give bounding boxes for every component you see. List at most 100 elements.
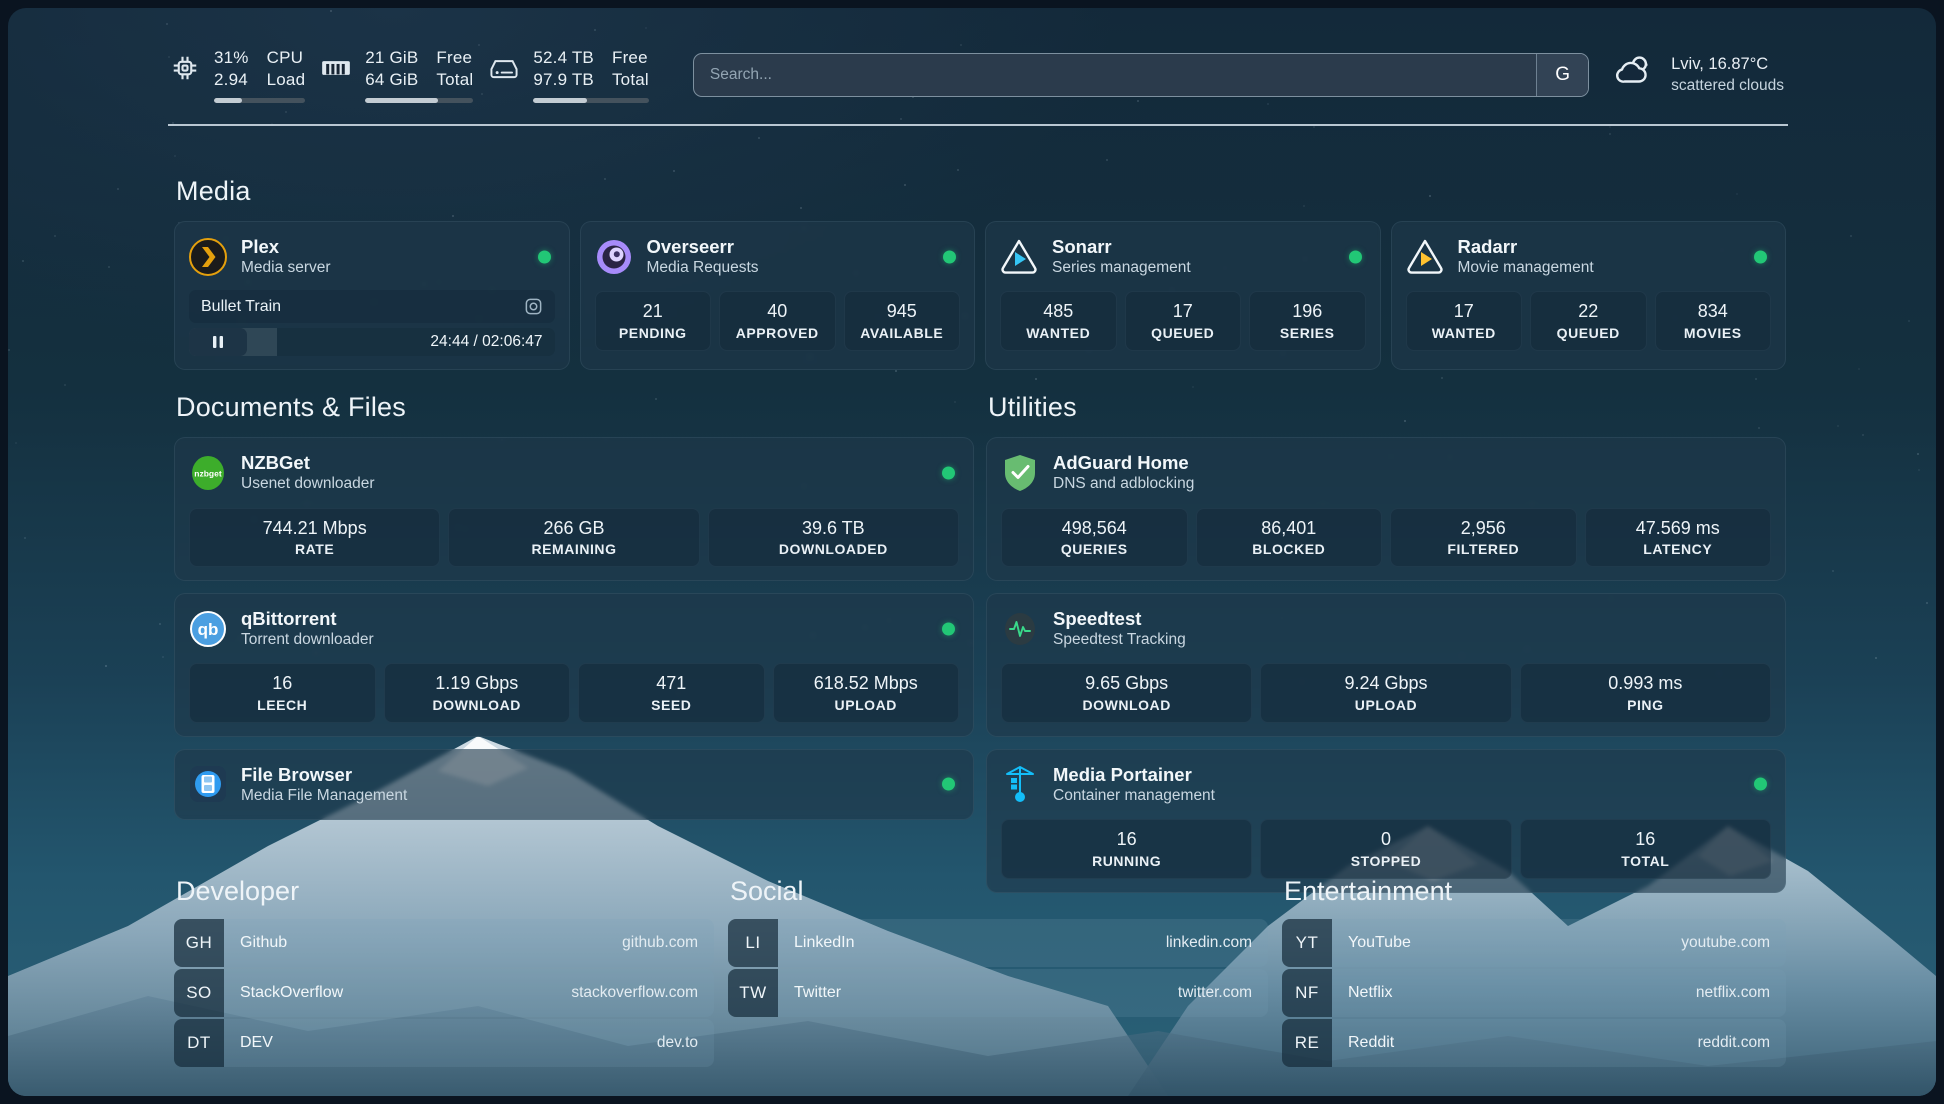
- service-card-qbittorrent[interactable]: qb qBittorrent Torrent downloader: [174, 593, 974, 737]
- stat-item: 16 RUNNING: [1001, 819, 1253, 879]
- bookmark-abbr: RE: [1282, 1019, 1332, 1067]
- stat-value: 1.19 Gbps: [435, 673, 519, 694]
- bookmark-name: Github: [240, 934, 288, 951]
- stat-value: 39.6 TB: [801, 517, 865, 538]
- card-header: nzbget NZBGet Usenet downloader: [189, 451, 959, 494]
- bookmark-item-dev[interactable]: DT DEV dev.to: [174, 1019, 714, 1067]
- stat-label: AVAILABLE: [860, 324, 944, 341]
- disk-total-value: 97.9 TB: [533, 70, 594, 89]
- stat-label: LEECH: [257, 696, 308, 713]
- pause-button[interactable]: [189, 328, 247, 357]
- bookmark-group-developer: Developer GH Github github.com SO StackO…: [174, 876, 714, 1069]
- bookmark-url: twitter.com: [1177, 984, 1252, 1001]
- stat-value: 498,564: [1061, 517, 1127, 538]
- stat-value: 0: [1380, 829, 1391, 850]
- bookmark-url: reddit.com: [1697, 1034, 1770, 1051]
- bookmark-abbr: NF: [1282, 969, 1332, 1017]
- stats-row: 17 WANTED 22 QUEUED 834 MOVIES: [1405, 291, 1771, 351]
- card-header: Sonarr Series management: [1000, 235, 1366, 278]
- memory-free-value: 21 GiB: [365, 48, 419, 68]
- service-name: NZBGet: [241, 452, 310, 474]
- search-bar[interactable]: G: [692, 53, 1590, 97]
- section-title-documents: Documents & Files: [176, 392, 406, 423]
- cast-icon[interactable]: [524, 297, 543, 316]
- disk-label-bottom: Total: [611, 70, 649, 89]
- stat-label: LATENCY: [1643, 541, 1713, 558]
- bookmark-abbr: GH: [174, 919, 224, 967]
- service-card-nzbget[interactable]: nzbget NZBGet Usenet downloader: [174, 437, 974, 582]
- cpu-load-value: 2.94: [214, 70, 248, 89]
- bookmark-item-linkedin[interactable]: LI LinkedIn linkedin.com: [728, 919, 1268, 967]
- bookmark-name: Reddit: [1348, 1034, 1395, 1051]
- service-name: qBittorrent: [241, 608, 337, 630]
- service-description: Media Requests: [646, 259, 759, 277]
- bookmark-item-reddit[interactable]: RE Reddit reddit.com: [1282, 1019, 1786, 1067]
- service-card-file-browser[interactable]: File Browser Media File Management: [174, 748, 974, 821]
- section-title-utilities: Utilities: [988, 392, 1077, 423]
- bookmark-abbr: YT: [1282, 919, 1332, 967]
- stats-row: 498,564 QUERIES 86,401 BLOCKED 2,956 FILTER…: [1001, 507, 1771, 568]
- stat-label: RUNNING: [1092, 852, 1162, 869]
- bookmark-item-twitter[interactable]: TW Twitter twitter.com: [728, 969, 1268, 1017]
- bookmark-item-stackoverflow[interactable]: SO StackOverflow stackoverflow.com: [174, 969, 714, 1017]
- service-card-media-portainer[interactable]: Media Portainer Container management 16 R…: [986, 748, 1786, 893]
- stat-value: 485: [1043, 301, 1074, 322]
- media-services-row: Plex Media server Bullet Train: [174, 221, 1786, 371]
- resource-widget-memory: 21 GiB 64 GiB Free Total: [319, 47, 487, 103]
- dashboard-screen: 31% 2.94 CPU Load: [8, 8, 1936, 1096]
- bookmark-item-netflix[interactable]: NF Netflix netflix.com: [1282, 969, 1786, 1017]
- service-name: File Browser: [241, 763, 353, 785]
- now-playing-title: Bullet Train: [201, 297, 282, 315]
- stat-item: 22 QUEUED: [1530, 291, 1647, 351]
- weather-widget[interactable]: Lviv, 16.87°C scattered clouds: [1611, 52, 1788, 98]
- memory-total-value: 64 GiB: [365, 70, 419, 89]
- disk-free-value: 52.4 TB: [533, 48, 594, 68]
- stats-row: 9.65 Gbps DOWNLOAD 9.24 Gbps UPLOAD 0.993 …: [1001, 663, 1771, 723]
- search-input[interactable]: [693, 54, 1537, 96]
- bookmark-group-title: Social: [730, 876, 804, 906]
- bookmark-group-entertainment: Entertainment YT YouTube youtube.com NF …: [1282, 876, 1786, 1069]
- bookmark-name: DEV: [240, 1034, 273, 1051]
- stat-value: 744.21 Mbps: [262, 517, 367, 538]
- stat-item: 21 PENDING: [594, 291, 711, 351]
- stat-item: 47.569 ms LATENCY: [1584, 507, 1771, 568]
- stat-label: RATE: [295, 541, 335, 558]
- stat-value: 16: [272, 673, 293, 694]
- nzbget-icon: nzbget: [189, 454, 227, 492]
- service-card-adguard-home[interactable]: AdGuard Home DNS and adblocking 498,564 Q…: [986, 437, 1786, 582]
- bookmark-abbr: DT: [174, 1019, 224, 1067]
- service-card-plex[interactable]: Plex Media server Bullet Train: [174, 221, 570, 371]
- stat-item: 945 AVAILABLE: [843, 291, 960, 351]
- stat-label: QUEUED: [1151, 324, 1215, 341]
- playback-duration: 02:06:47: [482, 333, 543, 351]
- search-engine-button[interactable]: G: [1536, 54, 1589, 96]
- bookmark-group-title: Developer: [176, 876, 300, 906]
- columns-wrapper: Documents & Files nzbget: [174, 392, 1786, 893]
- weather-location-temperature: Lviv, 16.87°C: [1671, 55, 1769, 74]
- stat-item: 834 MOVIES: [1654, 291, 1771, 351]
- bookmark-url: netflix.com: [1695, 984, 1770, 1001]
- bookmark-group-title: Entertainment: [1284, 876, 1453, 906]
- service-card-overseerr[interactable]: Overseerr Media Requests 21 PENDING 40 APP…: [579, 221, 975, 371]
- stat-label: MOVIES: [1683, 324, 1742, 341]
- bookmark-name: StackOverflow: [240, 984, 344, 1001]
- service-card-speedtest[interactable]: Speedtest Speedtest Tracking 9.65 Gbps DO…: [986, 593, 1786, 737]
- stats-row: 16 LEECH 1.19 Gbps DOWNLOAD 471 SEED 618.52…: [189, 663, 959, 723]
- memory-usage-bar: [365, 97, 474, 103]
- service-description: DNS and adblocking: [1053, 475, 1195, 493]
- status-badge: [1754, 777, 1767, 791]
- disk-icon: [487, 51, 521, 85]
- stat-item: 9.65 Gbps DOWNLOAD: [1001, 663, 1253, 723]
- bookmark-item-github[interactable]: GH Github github.com: [174, 919, 714, 967]
- card-header: Radarr Movie management: [1406, 235, 1772, 278]
- service-card-sonarr[interactable]: Sonarr Series management 485 WANTED 17 QUE…: [985, 221, 1381, 371]
- svg-text:qb: qb: [198, 620, 219, 639]
- stats-row: 485 WANTED 17 QUEUED 196 SERIES: [1000, 291, 1366, 351]
- bookmark-item-youtube[interactable]: YT YouTube youtube.com: [1282, 919, 1786, 967]
- bookmark-url: github.com: [622, 934, 698, 951]
- playback-progress-bar[interactable]: 24:44 / 02:06:47: [189, 328, 555, 357]
- stat-label: SERIES: [1279, 324, 1335, 341]
- stat-item: 17 WANTED: [1405, 291, 1522, 351]
- service-card-radarr[interactable]: Radarr Movie management 17 WANTED 22 QUEUE…: [1390, 221, 1786, 371]
- stat-item: 1.19 Gbps DOWNLOAD: [383, 663, 570, 723]
